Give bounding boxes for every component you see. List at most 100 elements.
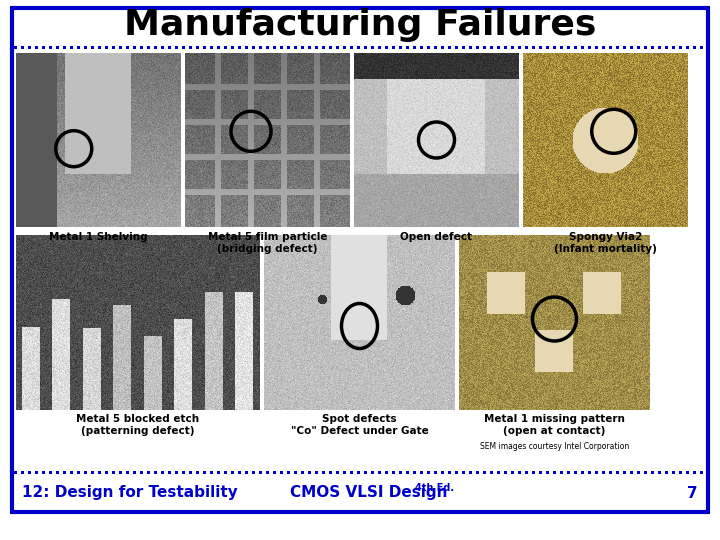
Bar: [266, 46, 269, 49]
Bar: [637, 471, 640, 474]
Bar: [609, 46, 612, 49]
Bar: [630, 471, 633, 474]
Bar: [280, 46, 283, 49]
Bar: [294, 46, 297, 49]
Bar: [574, 471, 577, 474]
Bar: [448, 46, 451, 49]
Bar: [455, 471, 458, 474]
Bar: [196, 46, 199, 49]
Bar: [490, 46, 493, 49]
Bar: [630, 46, 633, 49]
Bar: [497, 471, 500, 474]
Bar: [427, 46, 430, 49]
Bar: [364, 46, 367, 49]
Bar: [252, 471, 255, 474]
Bar: [287, 46, 290, 49]
Bar: [126, 46, 129, 49]
Bar: [476, 471, 479, 474]
Bar: [574, 46, 577, 49]
Bar: [259, 471, 262, 474]
Bar: [329, 471, 332, 474]
Bar: [364, 471, 367, 474]
Bar: [126, 471, 129, 474]
Bar: [77, 471, 80, 474]
Bar: [70, 46, 73, 49]
Bar: [63, 471, 66, 474]
Bar: [210, 471, 213, 474]
Bar: [546, 46, 549, 49]
Bar: [98, 46, 101, 49]
Bar: [182, 46, 185, 49]
Bar: [406, 471, 409, 474]
Bar: [119, 46, 122, 49]
Bar: [203, 471, 206, 474]
Bar: [378, 471, 381, 474]
Bar: [637, 46, 640, 49]
Bar: [56, 46, 59, 49]
Bar: [651, 46, 654, 49]
Bar: [392, 46, 395, 49]
Bar: [546, 471, 549, 474]
Bar: [112, 471, 115, 474]
Bar: [469, 46, 472, 49]
Bar: [525, 471, 528, 474]
Bar: [406, 46, 409, 49]
Bar: [336, 46, 339, 49]
Bar: [651, 471, 654, 474]
Bar: [42, 46, 45, 49]
Bar: [140, 46, 143, 49]
Bar: [343, 471, 346, 474]
Bar: [609, 471, 612, 474]
Bar: [420, 46, 423, 49]
Bar: [266, 471, 269, 474]
Bar: [371, 471, 374, 474]
Bar: [168, 471, 171, 474]
Bar: [616, 46, 619, 49]
Bar: [273, 471, 276, 474]
Bar: [469, 471, 472, 474]
Bar: [322, 46, 325, 49]
Text: Open defect: Open defect: [400, 232, 472, 242]
Bar: [553, 46, 556, 49]
Text: CMOS VLSI Design: CMOS VLSI Design: [290, 485, 453, 501]
Bar: [644, 471, 647, 474]
Bar: [245, 46, 248, 49]
Bar: [581, 471, 584, 474]
Bar: [63, 46, 66, 49]
Bar: [511, 471, 514, 474]
Bar: [70, 471, 73, 474]
Bar: [665, 46, 668, 49]
Text: Metal 1 missing pattern
(open at contact): Metal 1 missing pattern (open at contact…: [484, 414, 625, 436]
Text: Spongy Via2
(Infant mortality): Spongy Via2 (Infant mortality): [554, 232, 657, 254]
Bar: [98, 471, 101, 474]
Bar: [511, 46, 514, 49]
Bar: [504, 471, 507, 474]
Bar: [217, 471, 220, 474]
Bar: [357, 46, 360, 49]
Bar: [35, 471, 38, 474]
Bar: [301, 46, 304, 49]
Bar: [483, 46, 486, 49]
Bar: [700, 471, 703, 474]
Text: Metal 5 film particle
(bridging defect): Metal 5 film particle (bridging defect): [208, 232, 328, 254]
Bar: [441, 46, 444, 49]
Bar: [476, 46, 479, 49]
Bar: [567, 46, 570, 49]
Bar: [301, 471, 304, 474]
Bar: [665, 471, 668, 474]
Bar: [182, 471, 185, 474]
Bar: [448, 471, 451, 474]
Bar: [658, 46, 661, 49]
Bar: [434, 471, 437, 474]
Bar: [413, 471, 416, 474]
Bar: [686, 471, 689, 474]
Bar: [385, 471, 388, 474]
Bar: [224, 46, 227, 49]
Text: Spot defects
"Co" Defect under Gate: Spot defects "Co" Defect under Gate: [291, 414, 428, 436]
Bar: [518, 471, 521, 474]
Text: Metal 1 Shelving: Metal 1 Shelving: [49, 232, 148, 242]
Bar: [147, 471, 150, 474]
Bar: [273, 46, 276, 49]
Bar: [308, 471, 311, 474]
Bar: [385, 46, 388, 49]
